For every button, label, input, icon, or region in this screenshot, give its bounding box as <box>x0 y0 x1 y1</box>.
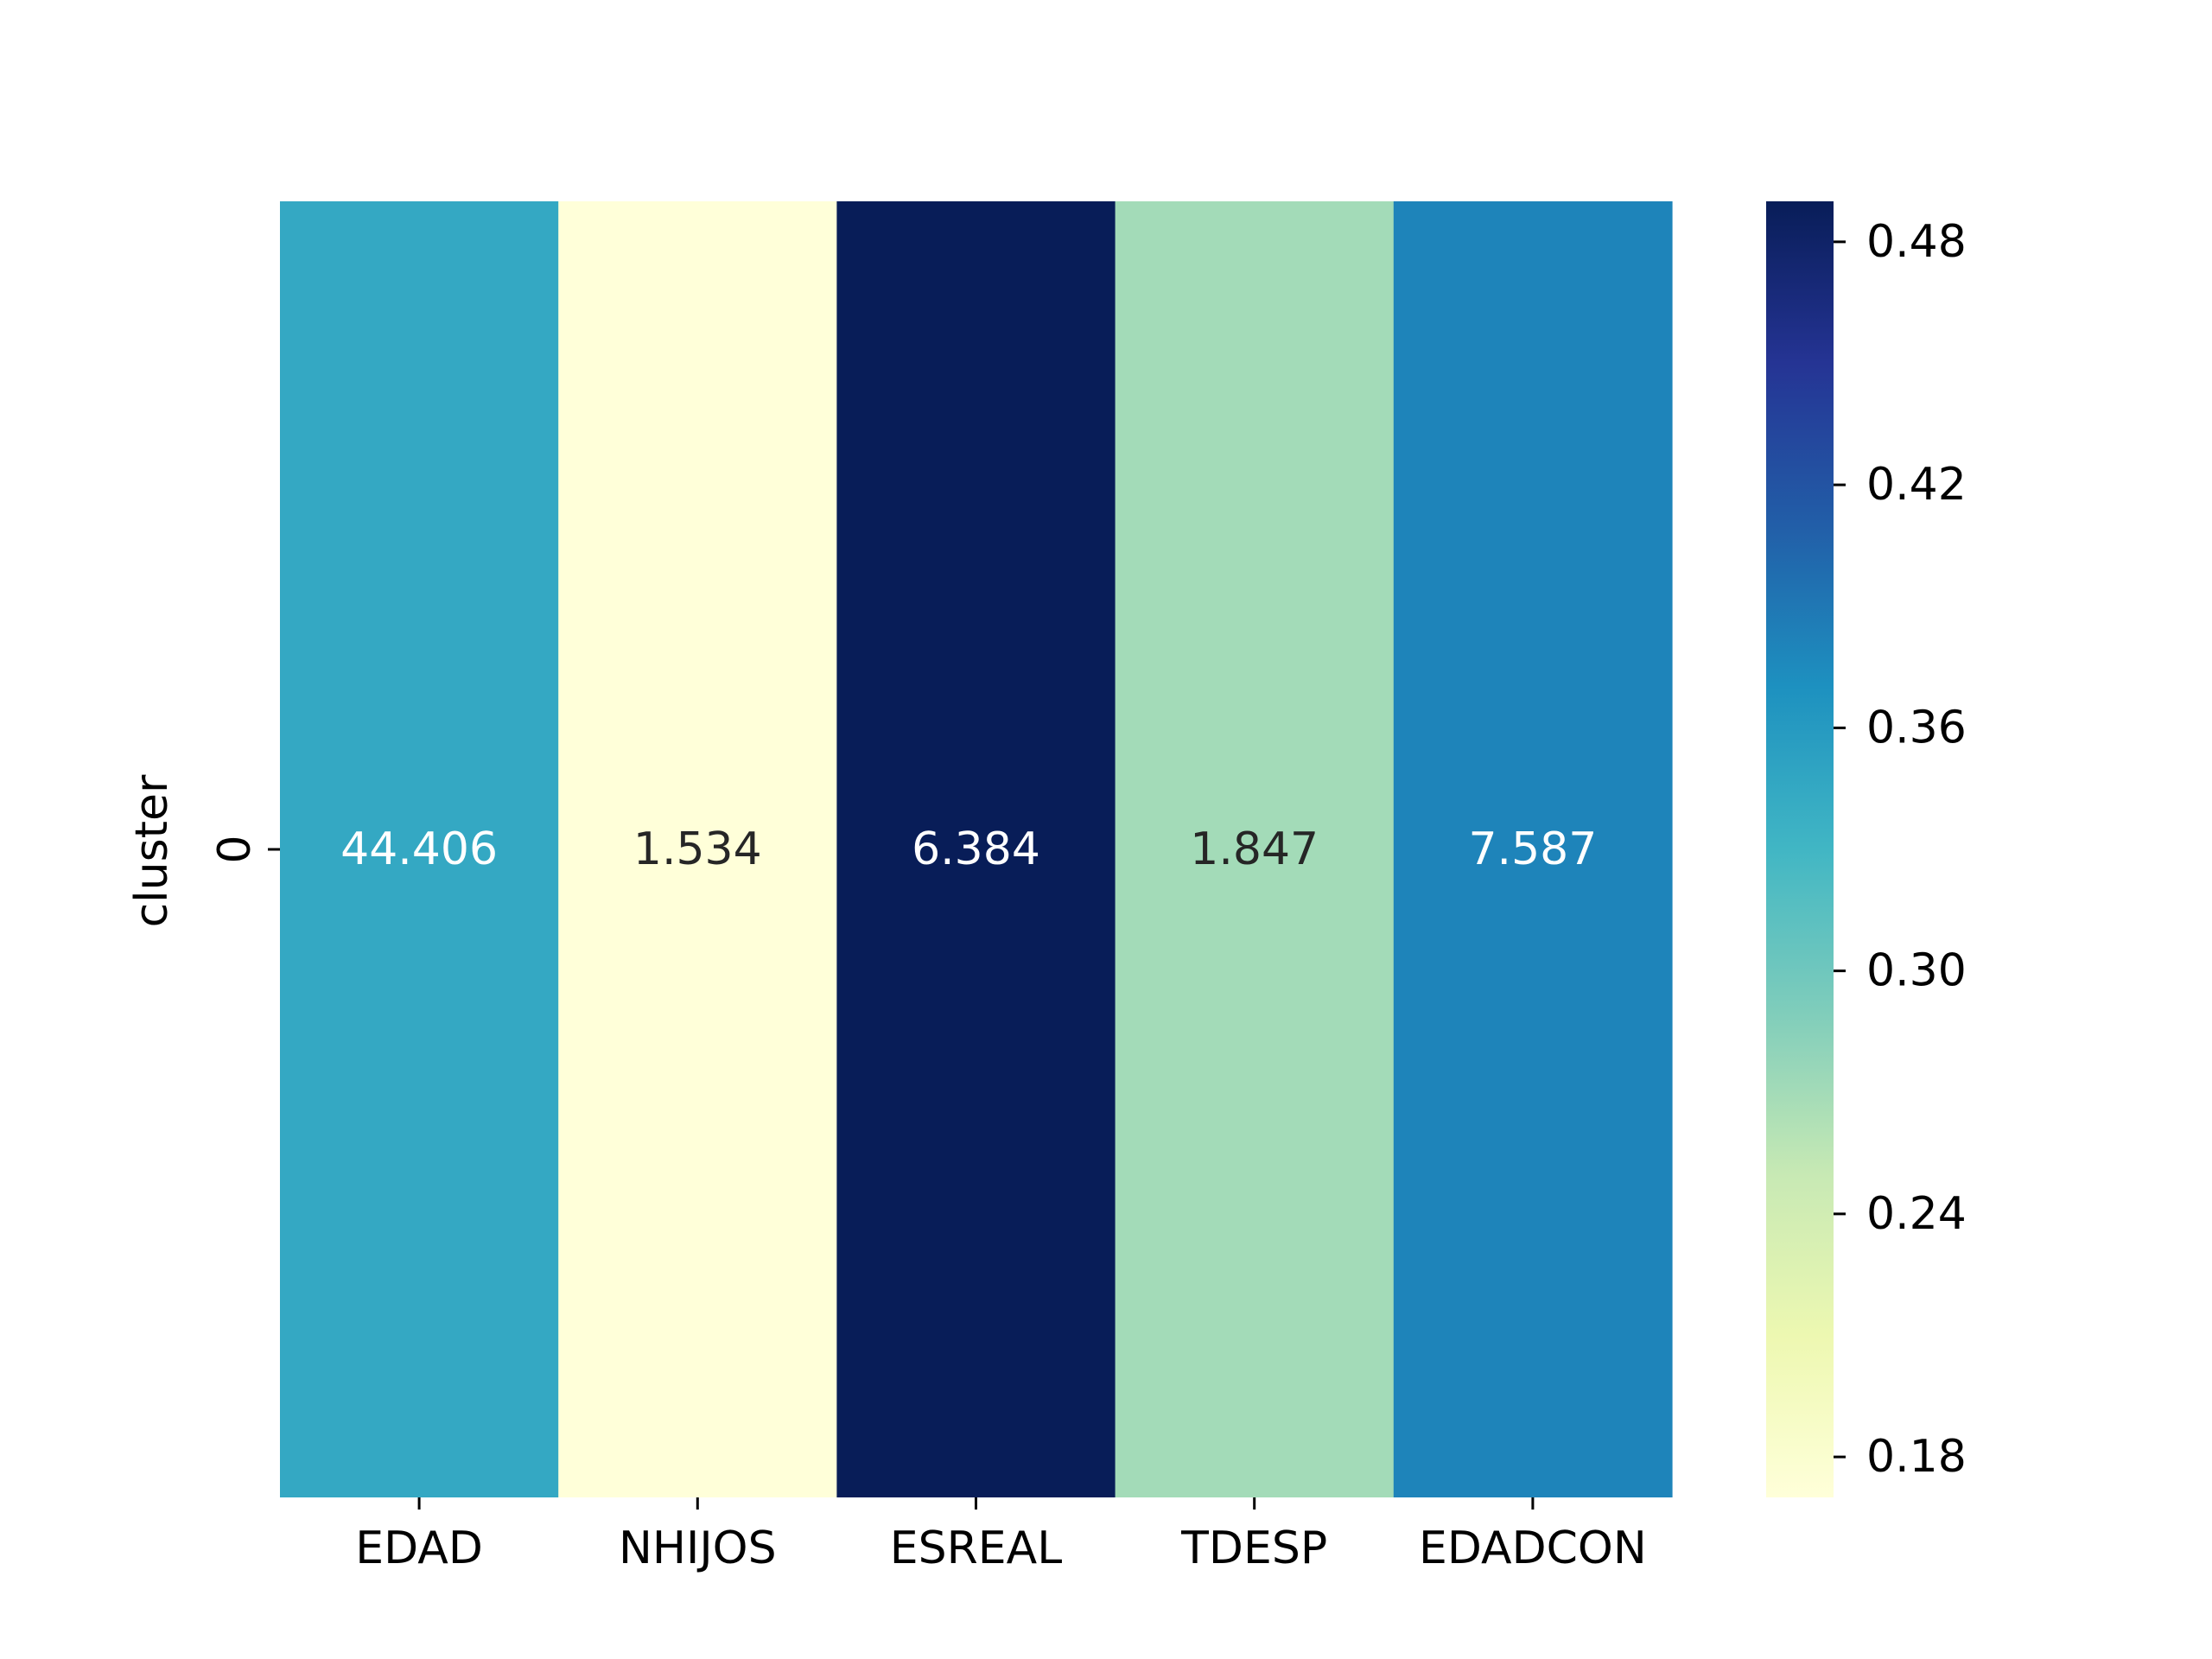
x-tick-label-edad: EDAD <box>355 1522 483 1574</box>
x-axis: EDAD NHIJOS ESREAL TDESP EDADCON <box>355 1497 1647 1574</box>
heatmap-cell-esreal <box>836 201 1116 1497</box>
colorbar-tick-label: 0.18 <box>1866 1431 1967 1483</box>
heatmap-cell-edad <box>280 201 559 1497</box>
y-axis-label: cluster <box>126 774 178 927</box>
y-tick-label-0: 0 <box>209 835 261 863</box>
heatmap-cell-edadcon <box>1393 201 1673 1497</box>
colorbar-ticks: 0.18 0.24 0.30 0.36 0.42 0.48 <box>1834 216 1967 1483</box>
colorbar <box>1766 201 1834 1497</box>
x-tick-label-nhijos: NHIJOS <box>619 1522 777 1574</box>
heatmap-cell-tdesp <box>1115 201 1395 1497</box>
x-tick-label-edadcon: EDADCON <box>1419 1522 1647 1574</box>
colorbar-tick-label: 0.24 <box>1866 1188 1967 1240</box>
colorbar-tick-label: 0.30 <box>1866 945 1967 997</box>
y-axis: 0 <box>209 835 280 864</box>
cell-annotation-edad: 44.406 <box>340 823 498 875</box>
colorbar-tick-label: 0.48 <box>1866 216 1967 268</box>
cell-annotation-edadcon: 7.587 <box>1468 823 1597 875</box>
heatmap-cell-nhijos <box>558 201 837 1497</box>
colorbar-tick-label: 0.36 <box>1866 702 1967 753</box>
cell-annotation-nhijos: 1.534 <box>633 823 762 875</box>
heatmap-cells <box>280 201 1673 1497</box>
cell-annotations: 44.406 1.534 6.384 1.847 7.587 <box>340 823 1597 875</box>
cell-annotation-esreal: 6.384 <box>912 823 1040 875</box>
x-tick-label-tdesp: TDESP <box>1180 1522 1327 1574</box>
colorbar-tick-label: 0.42 <box>1866 459 1967 511</box>
cell-annotation-tdesp: 1.847 <box>1190 823 1319 875</box>
x-tick-label-esreal: ESREAL <box>890 1522 1062 1574</box>
